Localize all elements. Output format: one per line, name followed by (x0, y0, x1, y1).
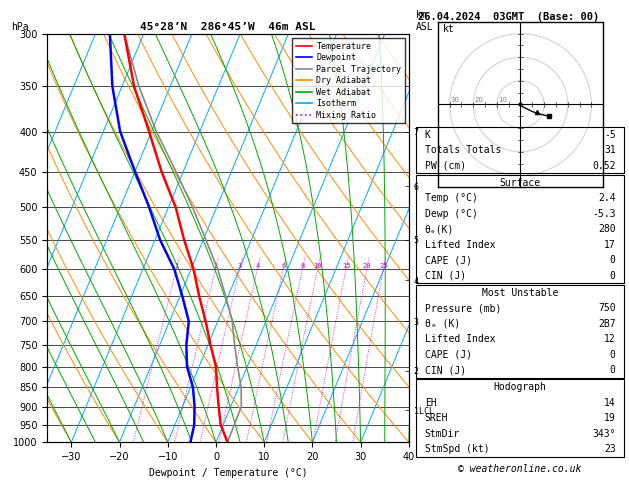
Text: km
ASL: km ASL (416, 10, 434, 32)
Text: 2.4: 2.4 (598, 193, 616, 203)
Text: Surface: Surface (499, 178, 541, 188)
Text: StmDir: StmDir (425, 429, 460, 438)
Text: CIN (J): CIN (J) (425, 271, 466, 281)
Text: 2: 2 (213, 263, 218, 269)
Text: 2B7: 2B7 (598, 319, 616, 329)
Text: -5: -5 (604, 130, 616, 139)
Text: CIN (J): CIN (J) (425, 365, 466, 375)
Text: hPa: hPa (11, 22, 29, 32)
Text: Most Unstable: Most Unstable (482, 288, 559, 297)
Text: © weatheronline.co.uk: © weatheronline.co.uk (459, 464, 582, 474)
Text: StmSpd (kt): StmSpd (kt) (425, 444, 489, 454)
Text: 0: 0 (610, 255, 616, 265)
Text: Pressure (mb): Pressure (mb) (425, 303, 501, 313)
Text: 0.52: 0.52 (592, 161, 616, 171)
Text: 30: 30 (451, 97, 460, 104)
Text: 26.04.2024  03GMT  (Base: 00): 26.04.2024 03GMT (Base: 00) (418, 12, 599, 22)
Text: 1: 1 (174, 263, 179, 269)
Text: θₑ (K): θₑ (K) (425, 319, 460, 329)
Legend: Temperature, Dewpoint, Parcel Trajectory, Dry Adiabat, Wet Adiabat, Isotherm, Mi: Temperature, Dewpoint, Parcel Trajectory… (292, 38, 404, 123)
Text: 25: 25 (379, 263, 387, 269)
Text: 0: 0 (610, 271, 616, 281)
Text: Hodograph: Hodograph (494, 382, 547, 392)
Text: kt: kt (443, 24, 454, 34)
Text: 31: 31 (604, 145, 616, 155)
Text: CAPE (J): CAPE (J) (425, 255, 472, 265)
Text: Dewp (°C): Dewp (°C) (425, 208, 477, 219)
Text: θₑ(K): θₑ(K) (425, 224, 454, 234)
X-axis label: Dewpoint / Temperature (°C): Dewpoint / Temperature (°C) (148, 468, 308, 478)
Text: 343°: 343° (592, 429, 616, 438)
Text: 14: 14 (604, 398, 616, 408)
Text: 0: 0 (610, 365, 616, 375)
Text: K: K (425, 130, 431, 139)
Title: 45°28’N  286°45’W  46m ASL: 45°28’N 286°45’W 46m ASL (140, 22, 316, 32)
Text: Lifted Index: Lifted Index (425, 334, 495, 344)
Text: EH: EH (425, 398, 437, 408)
Text: 6: 6 (281, 263, 286, 269)
Text: Lifted Index: Lifted Index (425, 240, 495, 250)
Text: 4: 4 (255, 263, 260, 269)
Text: 0: 0 (610, 349, 616, 360)
Text: 3: 3 (238, 263, 242, 269)
Text: -5.3: -5.3 (592, 208, 616, 219)
Text: 280: 280 (598, 224, 616, 234)
Text: CAPE (J): CAPE (J) (425, 349, 472, 360)
Text: 15: 15 (342, 263, 350, 269)
Text: 23: 23 (604, 444, 616, 454)
Text: 10: 10 (313, 263, 322, 269)
Text: 10: 10 (498, 97, 507, 104)
Text: 750: 750 (598, 303, 616, 313)
Text: PW (cm): PW (cm) (425, 161, 466, 171)
Text: 20: 20 (363, 263, 371, 269)
Text: 17: 17 (604, 240, 616, 250)
Text: Temp (°C): Temp (°C) (425, 193, 477, 203)
Text: 12: 12 (604, 334, 616, 344)
Text: 19: 19 (604, 413, 616, 423)
Text: 20: 20 (474, 97, 483, 104)
Text: 8: 8 (300, 263, 304, 269)
Text: SREH: SREH (425, 413, 448, 423)
Text: Totals Totals: Totals Totals (425, 145, 501, 155)
